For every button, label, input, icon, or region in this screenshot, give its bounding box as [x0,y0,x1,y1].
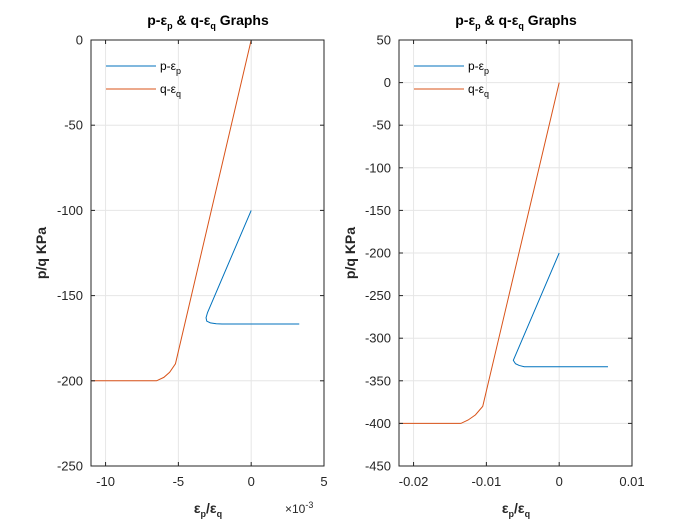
chart-right-ytick-label-0: -450 [365,459,391,474]
chart-right-legend-label-p: p-εp [468,59,489,76]
chart-right-legend-label-q: q-εq [468,82,489,99]
chart-left: p-εp & q-εq Graphs p/q KPa εp/εq ×10-3 -… [33,12,328,519]
chart-left-xtick-label-0: -10 [96,474,115,489]
chart-left-plot-area [91,40,324,466]
chart-right-ytick-label-4: -250 [365,288,391,303]
chart-right: p-εp & q-εq Graphs p/q KPa εp/εq -0.02 -0… [342,12,645,519]
chart-right-title: p-εp & q-εq Graphs [455,12,577,31]
chart-left-series-q-line [91,39,252,382]
chart-right-series-p-line [512,252,608,368]
chart-left-title: p-εp & q-εq Graphs [147,12,269,31]
chart-left-ytick-label-3: -100 [57,203,83,218]
chart-right-ytick-label-10: 50 [377,33,391,48]
chart-right-xlabel: εp/εq [502,500,530,519]
chart-left-series-p-line [205,210,300,325]
chart-left-legend-label-q: q-εq [160,82,181,99]
chart-left-ytick-label-2: -150 [57,288,83,303]
chart-right-ytick-label-8: -50 [372,118,391,133]
chart-right-ytick-label-7: -100 [365,160,391,175]
chart-left-xtick-label-1: -5 [173,474,185,489]
chart-right-ylabel: p/q KPa [342,227,358,279]
chart-left-xlabel: εp/εq [194,500,222,519]
chart-left-ytick-label-4: -50 [64,118,83,133]
chart-right-xtick-label-1: -0.01 [472,474,502,489]
chart-left-axes-box [90,39,325,467]
chart-right-xtick-label-0: -0.02 [399,474,429,489]
chart-left-ylabel: p/q KPa [33,227,49,279]
chart-left-xtick-label-3: 5 [320,474,327,489]
chart-right-xtick-label-2: 0 [556,474,563,489]
chart-left-ytick-label-0: -250 [57,459,83,474]
chart-right-ytick-label-3: -300 [365,331,391,346]
chart-left-ytick-label-1: -200 [57,373,83,388]
chart-right-ytick-label-5: -200 [365,246,391,261]
chart-right-ytick-label-6: -150 [365,203,391,218]
chart-left-x-exponent: ×10-3 [285,500,313,516]
chart-left-ytick-label-5: 0 [76,33,83,48]
chart-right-ytick-label-1: -400 [365,416,391,431]
chart-right-ytick-label-9: 0 [384,75,391,90]
chart-left-xtick-label-2: 0 [248,474,255,489]
chart-left-legend-label-p: p-εp [160,59,181,76]
chart-right-xtick-label-3: 0.01 [619,474,644,489]
chart-right-series-q-line [399,82,560,424]
chart-right-ytick-label-2: -350 [365,373,391,388]
